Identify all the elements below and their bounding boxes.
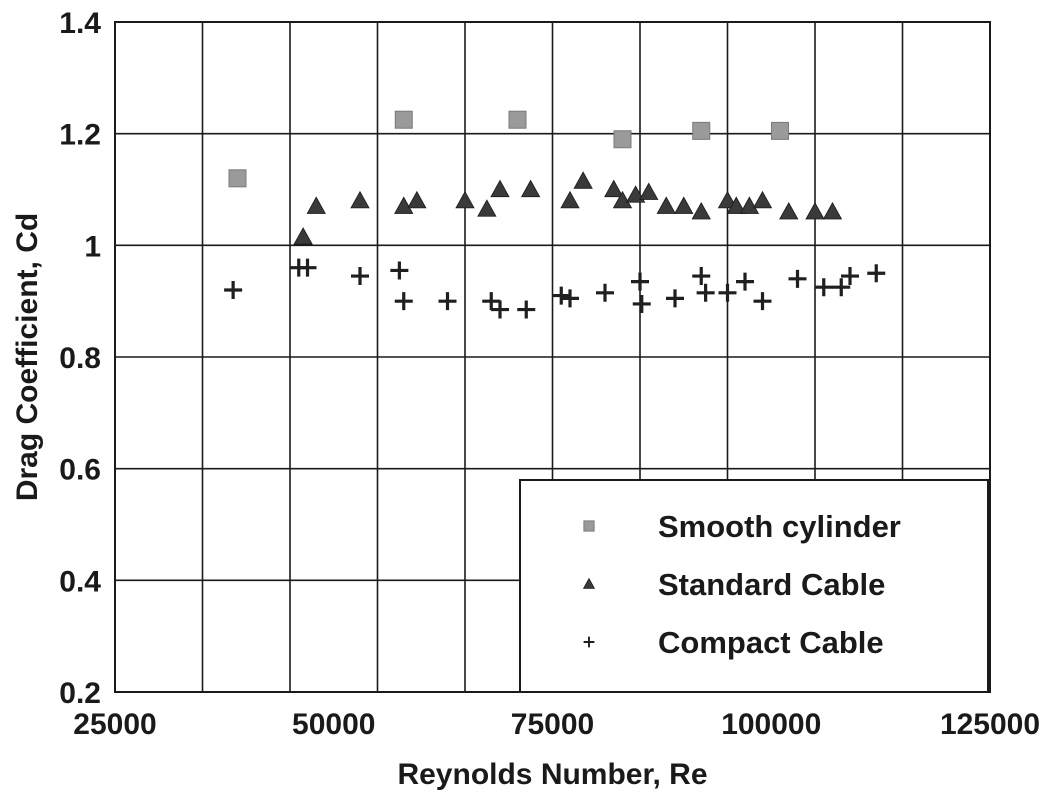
standard-cable-point <box>656 196 676 214</box>
smooth-cylinder-point <box>613 130 632 149</box>
smooth-cylinder-point <box>692 121 711 140</box>
smooth-cylinder-point <box>771 121 789 140</box>
compact-cable-point <box>753 292 772 311</box>
standard-cable-point <box>752 190 773 209</box>
x-axis-ticks: 25000 50000 75000 100000 125000 <box>73 708 1040 741</box>
x-tick-label: 25000 <box>73 708 156 741</box>
smooth-cylinder-legend-label: Smooth cylinder <box>658 509 901 544</box>
smooth-cylinder-point <box>228 169 247 188</box>
compact-cable-point <box>696 283 715 302</box>
standard-cable-point <box>394 196 414 214</box>
y-tick-label: 0.6 <box>59 454 101 487</box>
y-tick-label: 1 <box>84 230 101 263</box>
standard-cable-point <box>455 190 475 209</box>
standard-cable-point <box>691 202 711 220</box>
compact-cable-legend-label: Compact Cable <box>658 625 884 660</box>
compact-cable-point <box>736 272 754 291</box>
standard-cable-legend-marker <box>582 577 596 589</box>
standard-cable-point <box>822 202 843 220</box>
compact-cable-point <box>814 278 833 297</box>
compact-cable-point <box>390 261 409 280</box>
y-tick-label: 0.8 <box>59 342 101 375</box>
standard-cable-point <box>726 196 746 214</box>
x-tick-label: 125000 <box>940 708 1040 741</box>
compact-cable-point <box>224 281 243 299</box>
compact-cable-point <box>832 278 851 297</box>
y-tick-label: 0.4 <box>59 565 101 598</box>
standard-cable-point <box>639 182 659 200</box>
x-axis-title: Reynolds Number, Re <box>397 758 707 791</box>
standard-cable-point <box>477 199 497 217</box>
standard-cable-point <box>717 190 738 209</box>
compact-cable-point <box>517 300 536 319</box>
standard-cable-point <box>779 202 799 220</box>
smooth-cylinder-point <box>508 110 527 129</box>
standard-cable-point <box>560 190 580 209</box>
compact-cable-point <box>867 264 886 283</box>
compact-cable-point <box>298 258 317 277</box>
compact-cable-point <box>631 272 649 291</box>
compact-cable-point <box>692 267 711 286</box>
compact-cable-point <box>351 267 369 286</box>
compact-cable-point <box>394 292 413 311</box>
standard-cable-point <box>573 171 593 189</box>
smooth-cylinder-point <box>394 110 413 129</box>
standard-cable-point <box>604 179 624 198</box>
y-tick-label: 1.2 <box>59 119 101 152</box>
compact-cable-point <box>552 286 571 305</box>
data-points <box>224 110 886 319</box>
y-tick-label: 0.2 <box>59 677 101 710</box>
compact-cable-point <box>491 300 509 319</box>
y-axis-ticks: 0.2 0.4 0.6 0.8 1 1.2 1.4 <box>59 7 101 710</box>
standard-cable-point <box>674 196 694 214</box>
legend: Smooth cylinder Standard Cable Compact Cab… <box>519 479 989 693</box>
standard-cable-point <box>490 179 510 198</box>
standard-cable-point <box>407 190 427 209</box>
compact-cable-point <box>482 292 501 311</box>
y-axis-title: Drag Coefficient, Cd <box>11 213 44 501</box>
compact-cable-legend-marker <box>583 636 595 648</box>
y-tick-label: 1.4 <box>59 7 101 40</box>
standard-cable-point <box>805 202 825 220</box>
standard-cable-point <box>612 190 633 209</box>
compact-cable-point <box>438 292 457 311</box>
x-tick-label: 100000 <box>721 708 821 741</box>
standard-cable-point <box>293 227 313 245</box>
x-tick-label: 75000 <box>511 708 594 741</box>
standard-cable-point <box>350 190 370 209</box>
compact-cable-point <box>632 294 651 313</box>
compact-cable-point <box>841 267 859 286</box>
compact-cable-point <box>788 269 807 288</box>
standard-cable-legend-label: Standard Cable <box>658 567 885 602</box>
standard-cable-point <box>739 196 760 214</box>
smooth-cylinder-legend-marker <box>583 520 595 532</box>
x-tick-label: 50000 <box>292 708 375 741</box>
compact-cable-point <box>561 289 579 308</box>
legend-box <box>519 479 989 693</box>
standard-cable-point <box>306 196 326 214</box>
compact-cable-point <box>596 283 614 302</box>
compact-cable-point <box>718 283 737 302</box>
compact-cable-point <box>666 289 684 308</box>
standard-cable-point <box>520 179 541 198</box>
